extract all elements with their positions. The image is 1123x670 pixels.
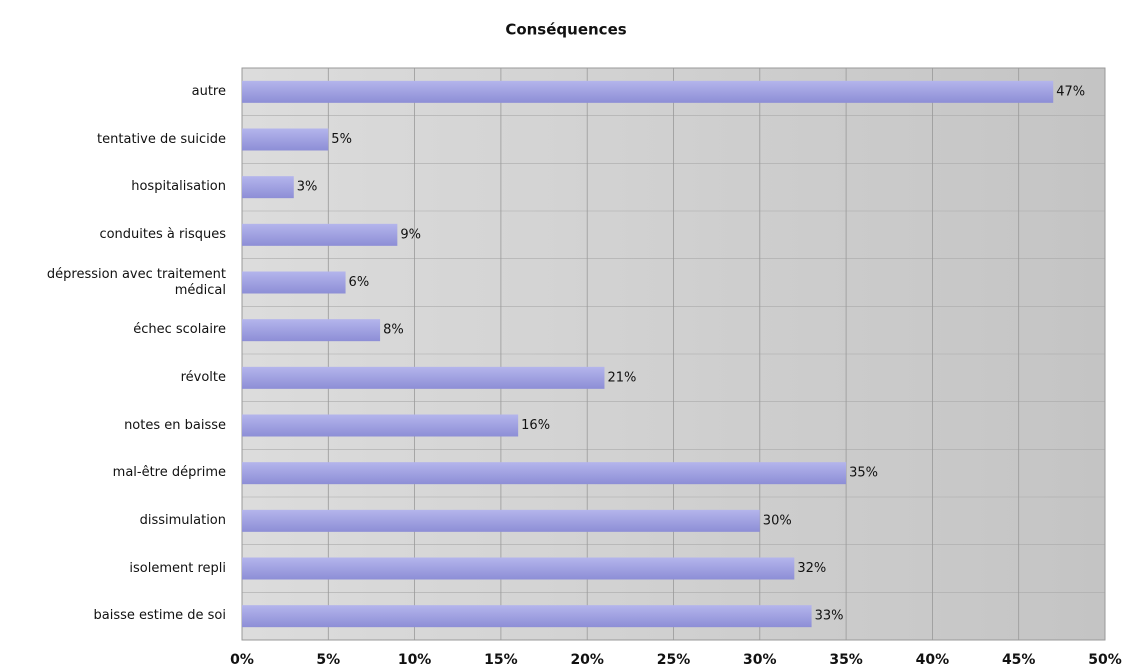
bar [242, 509, 760, 532]
value-label: 33% [815, 609, 844, 624]
bar [242, 557, 795, 580]
x-tick-label: 0% [230, 652, 254, 668]
value-label: 5% [331, 132, 352, 147]
bar [242, 80, 1054, 103]
value-label: 8% [383, 323, 404, 338]
y-tick-label: échec scolaire [133, 322, 226, 338]
y-tick-label: dissimulation [139, 512, 226, 528]
bar [242, 366, 605, 389]
y-tick-label: mal-être déprime [112, 465, 226, 481]
y-tick-label: baisse estime de soi [93, 608, 226, 624]
bar [242, 271, 346, 294]
x-tick-label: 25% [657, 652, 691, 668]
value-label: 3% [297, 180, 318, 195]
bar [242, 223, 398, 246]
value-label: 6% [349, 275, 370, 290]
bar [242, 128, 329, 151]
bar [242, 462, 847, 485]
y-tick-label: révolte [180, 369, 226, 385]
value-label: 9% [400, 227, 421, 242]
bar [242, 176, 294, 199]
x-tick-label: 35% [829, 652, 863, 668]
value-label: 47% [1056, 84, 1085, 99]
x-tick-label: 50% [1088, 652, 1122, 668]
x-tick-label: 15% [484, 652, 518, 668]
x-tick-label: 10% [398, 652, 432, 668]
x-tick-label: 40% [916, 652, 950, 668]
x-tick-label: 45% [1002, 652, 1036, 668]
value-label: 32% [797, 561, 826, 576]
y-tick-label: conduites à risques [99, 226, 226, 242]
chart-title: Conséquences [505, 21, 626, 39]
value-label: 30% [763, 513, 792, 528]
value-label: 16% [521, 418, 550, 433]
value-label: 21% [607, 370, 636, 385]
y-tick-label: autre [191, 83, 226, 99]
bar [242, 605, 812, 628]
y-tick-label: isolement repli [129, 560, 226, 576]
bar [242, 414, 519, 437]
y-tick-label: notes en baisse [124, 417, 226, 433]
bar [242, 319, 381, 342]
x-tick-label: 20% [570, 652, 604, 668]
x-tick-label: 5% [316, 652, 340, 668]
y-tick-label: hospitalisation [131, 179, 226, 195]
y-tick-label: dépression avec traitement médical [46, 266, 226, 298]
x-tick-label: 30% [743, 652, 777, 668]
value-label: 35% [849, 466, 878, 481]
y-tick-label: tentative de suicide [97, 131, 226, 147]
